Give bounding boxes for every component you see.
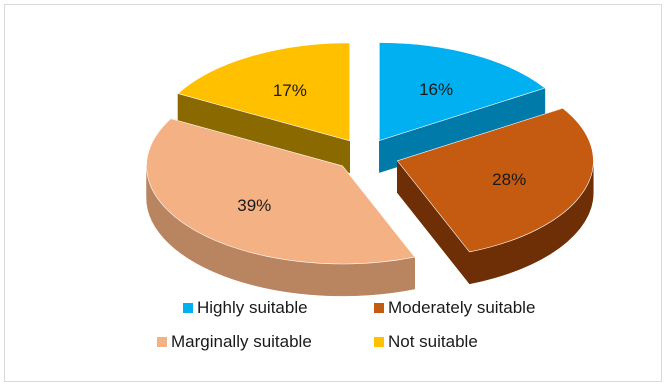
legend-item-marginally-suitable: Marginally suitable: [157, 332, 312, 351]
legend-swatch-moderately-suitable: [374, 303, 384, 313]
legend-swatch-marginally-suitable: [157, 337, 167, 347]
legend-label-marginally-suitable: Marginally suitable: [171, 332, 312, 351]
pie-labels: 16% 28% 39% 17%: [237, 80, 526, 215]
legend: Highly suitable Moderately suitable Margin…: [157, 298, 535, 351]
data-label-marginally-suitable: 39%: [237, 196, 271, 215]
legend-item-not-suitable: Not suitable: [374, 332, 478, 351]
pie-slice-moderately-suitable: [396, 107, 594, 253]
pie-tops: [146, 42, 594, 265]
data-label-moderately-suitable: 28%: [492, 170, 526, 189]
legend-label-not-suitable: Not suitable: [388, 332, 478, 351]
data-label-not-suitable: 17%: [273, 81, 307, 100]
legend-item-highly-suitable: Highly suitable: [183, 298, 308, 317]
legend-label-highly-suitable: Highly suitable: [197, 298, 308, 317]
pie-chart: 16% 28% 39% 17% Highly suitable Moderately s…: [146, 42, 594, 351]
legend-swatch-highly-suitable: [183, 303, 193, 313]
legend-label-moderately-suitable: Moderately suitable: [388, 298, 535, 317]
chart-area: 16% 28% 39% 17% Highly suitable Moderately s…: [4, 4, 662, 382]
legend-item-moderately-suitable: Moderately suitable: [374, 298, 535, 317]
data-label-highly-suitable: 16%: [419, 80, 453, 99]
pie-slice-marginally-suitable: [146, 118, 416, 265]
pie-slice-not-suitable: [177, 42, 351, 142]
pie-slice-highly-suitable: [379, 42, 546, 141]
legend-swatch-not-suitable: [374, 337, 384, 347]
